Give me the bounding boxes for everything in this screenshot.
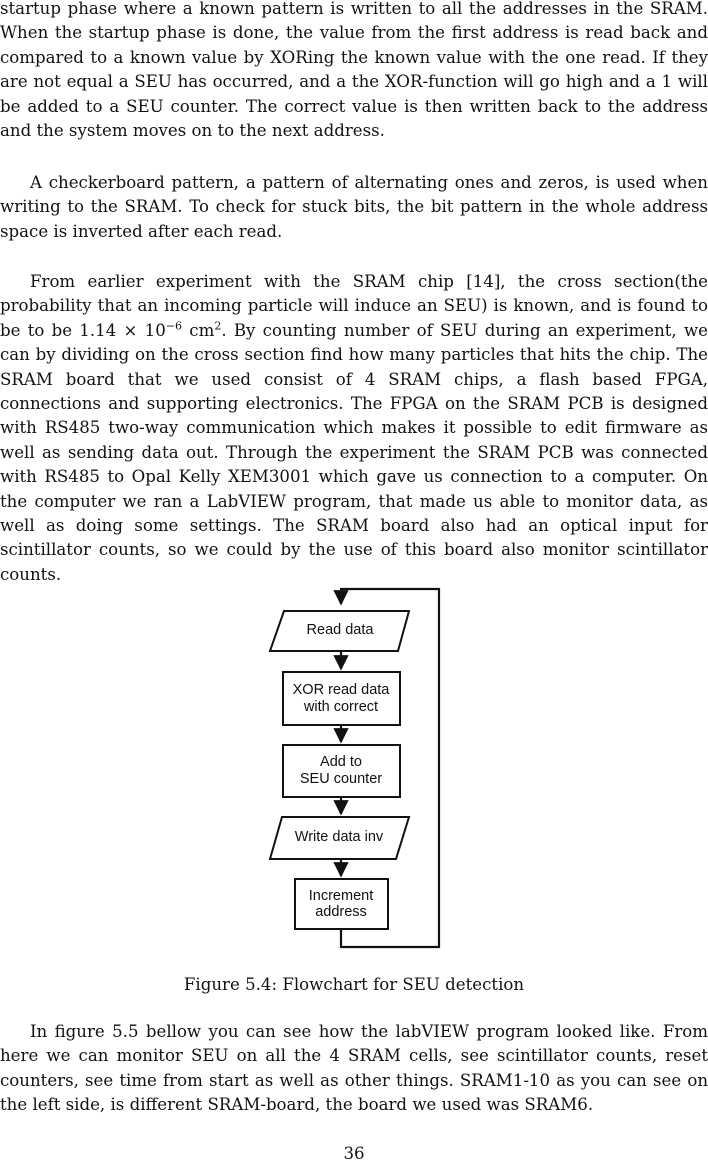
figure-caption: Figure 5.4: Flowchart for SEU detection	[183, 975, 525, 994]
read-data-label: Read data	[307, 622, 375, 638]
paragraph-checkerboard: A checkerboard pattern, a pattern of alt…	[0, 173, 708, 241]
increment-label-line2: address	[315, 904, 367, 920]
read-data-shape	[268, 610, 411, 652]
write-data-shape	[268, 816, 411, 860]
write-data-label: Write data inv	[295, 829, 384, 845]
exponent-two: 2	[214, 319, 222, 333]
add-counter-box	[282, 744, 401, 798]
paragraph-labview: In figure 5.5 bellow you can see how the…	[0, 1022, 708, 1115]
increment-box	[294, 878, 389, 930]
add-label-line2: SEU counter	[300, 771, 382, 787]
flowchart-figure: Read data XOR read data with correct Add…	[0, 580, 708, 960]
cross-section-text-a: From earlier experiment with the SRAM ch…	[0, 272, 708, 340]
loop-back-arrow	[333, 587, 441, 949]
exponent-minus-six: −6	[165, 319, 183, 333]
xor-label-line2: with correct	[303, 699, 378, 715]
xor-label-line1: XOR read data	[293, 682, 391, 698]
cross-section-text-b: . By counting number of SEU during an ex…	[0, 320, 708, 584]
paragraph-startup-phase: startup phase where a known pattern is w…	[0, 0, 708, 141]
flowchart-svg: Read data XOR read data with correct Add…	[268, 587, 441, 949]
cross-section-unit: cm	[182, 320, 215, 340]
page-number: 36	[343, 1144, 365, 1163]
add-label-line1: Add to	[320, 754, 362, 770]
increment-label-line1: Increment	[309, 888, 373, 904]
paragraph-cross-section: From earlier experiment with the SRAM ch…	[0, 270, 708, 587]
xor-box	[282, 671, 401, 726]
